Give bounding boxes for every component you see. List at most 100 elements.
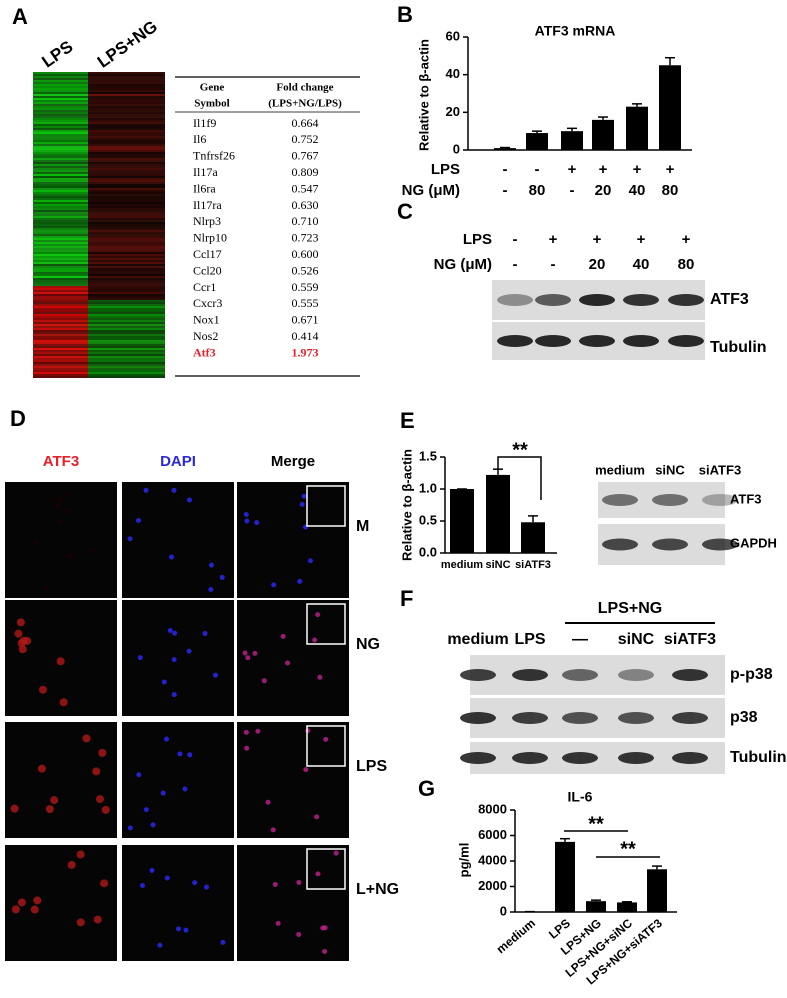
micrograph [122, 482, 234, 598]
heatmap-row [33, 288, 88, 290]
heatmap-row [88, 270, 165, 272]
lane-label: + [549, 231, 558, 248]
heatmap-row [88, 88, 165, 90]
heatmap-row [33, 154, 88, 156]
heatmap-row [88, 376, 165, 378]
y-tick-label: 2000 [478, 878, 507, 893]
heatmap-row [33, 362, 88, 364]
table-cell: Nlrp10 [193, 231, 227, 245]
condition-label: NG [356, 636, 380, 653]
heatmap-row [88, 228, 165, 230]
cell [11, 905, 20, 914]
lane-label: + [593, 231, 602, 248]
cell [220, 939, 226, 945]
heatmap-column-label: LPS+NG [94, 17, 161, 72]
band-label: ATF3 [730, 491, 762, 506]
blot-band [497, 294, 533, 306]
heatmap-row [88, 96, 165, 98]
heatmap-row [88, 368, 165, 370]
heatmap-row [88, 178, 165, 180]
heatmap-row [33, 114, 88, 116]
y-tick-label: 0.0 [419, 544, 437, 559]
cell [261, 678, 267, 684]
condition-label: LPS [356, 758, 387, 775]
heatmap-row [33, 212, 88, 214]
micrograph [5, 722, 117, 838]
cell [315, 612, 321, 618]
panel-label: A [12, 4, 28, 29]
heatmap-row [88, 262, 165, 264]
heatmap-row [33, 368, 88, 370]
blot-band [623, 335, 659, 347]
heatmap-row [33, 122, 88, 124]
panel-label: D [10, 406, 26, 431]
heatmap-row [33, 264, 88, 266]
heatmap-row [33, 342, 88, 344]
heatmap-row [33, 346, 88, 348]
blot-band [618, 752, 654, 764]
heatmap-row [88, 374, 165, 376]
category-label: + [568, 161, 577, 178]
cell [175, 926, 181, 932]
category-label: + [599, 161, 608, 178]
cell [245, 655, 251, 661]
cell [67, 860, 76, 869]
heatmap-row [33, 78, 88, 80]
heatmap-row [33, 158, 88, 160]
heatmap-row [33, 204, 88, 206]
cell [82, 734, 91, 743]
heatmap-row [33, 108, 88, 110]
heatmap-row [88, 254, 165, 256]
heatmap-row [33, 286, 88, 288]
heatmap-row [88, 188, 165, 190]
blot-band [512, 752, 548, 764]
heatmap-row [88, 132, 165, 134]
y-axis-label: Relative to β-actin [399, 449, 414, 561]
cell [143, 487, 149, 493]
cell [65, 509, 71, 515]
heatmap-row [33, 324, 88, 326]
heatmap-row [33, 316, 88, 318]
heatmap-row [88, 146, 165, 148]
heatmap-row [33, 318, 88, 320]
heatmap-row [88, 180, 165, 182]
cell [163, 736, 169, 742]
bar [586, 901, 606, 912]
heatmap-row [88, 320, 165, 322]
table-header: (LPS+NG/LPS) [268, 98, 342, 110]
heatmap-row [33, 130, 88, 132]
heatmap-row [88, 334, 165, 336]
cell [297, 578, 303, 584]
heatmap-row [33, 332, 88, 334]
heatmap-row [88, 194, 165, 196]
heatmap-row [33, 164, 88, 166]
heatmap-row [33, 238, 88, 240]
blot-band [579, 294, 615, 306]
category-label: 40 [629, 182, 646, 199]
blot-band [497, 335, 533, 347]
category-label: 80 [662, 182, 679, 199]
cell [204, 884, 210, 890]
cell [171, 692, 177, 698]
micrograph [122, 845, 234, 961]
blot-band [668, 335, 704, 347]
x-tick-label: medium [494, 916, 538, 956]
heatmap-row [33, 232, 88, 234]
heatmap-row [33, 262, 88, 264]
heatmap-row [88, 276, 165, 278]
heatmap-row [88, 322, 165, 324]
heatmap-row [88, 278, 165, 280]
cell [57, 496, 63, 502]
heatmap-row [88, 348, 165, 350]
heatmap-row [88, 264, 165, 266]
chart-title: IL-6 [568, 789, 593, 805]
heatmap-row [33, 256, 88, 258]
heatmap-row [33, 302, 88, 304]
heatmap-row [88, 252, 165, 254]
row-label: NG (μM) [434, 256, 492, 273]
cell [219, 574, 225, 580]
micrograph [237, 600, 349, 716]
heatmap-row [88, 352, 165, 354]
heatmap-row [88, 166, 165, 168]
